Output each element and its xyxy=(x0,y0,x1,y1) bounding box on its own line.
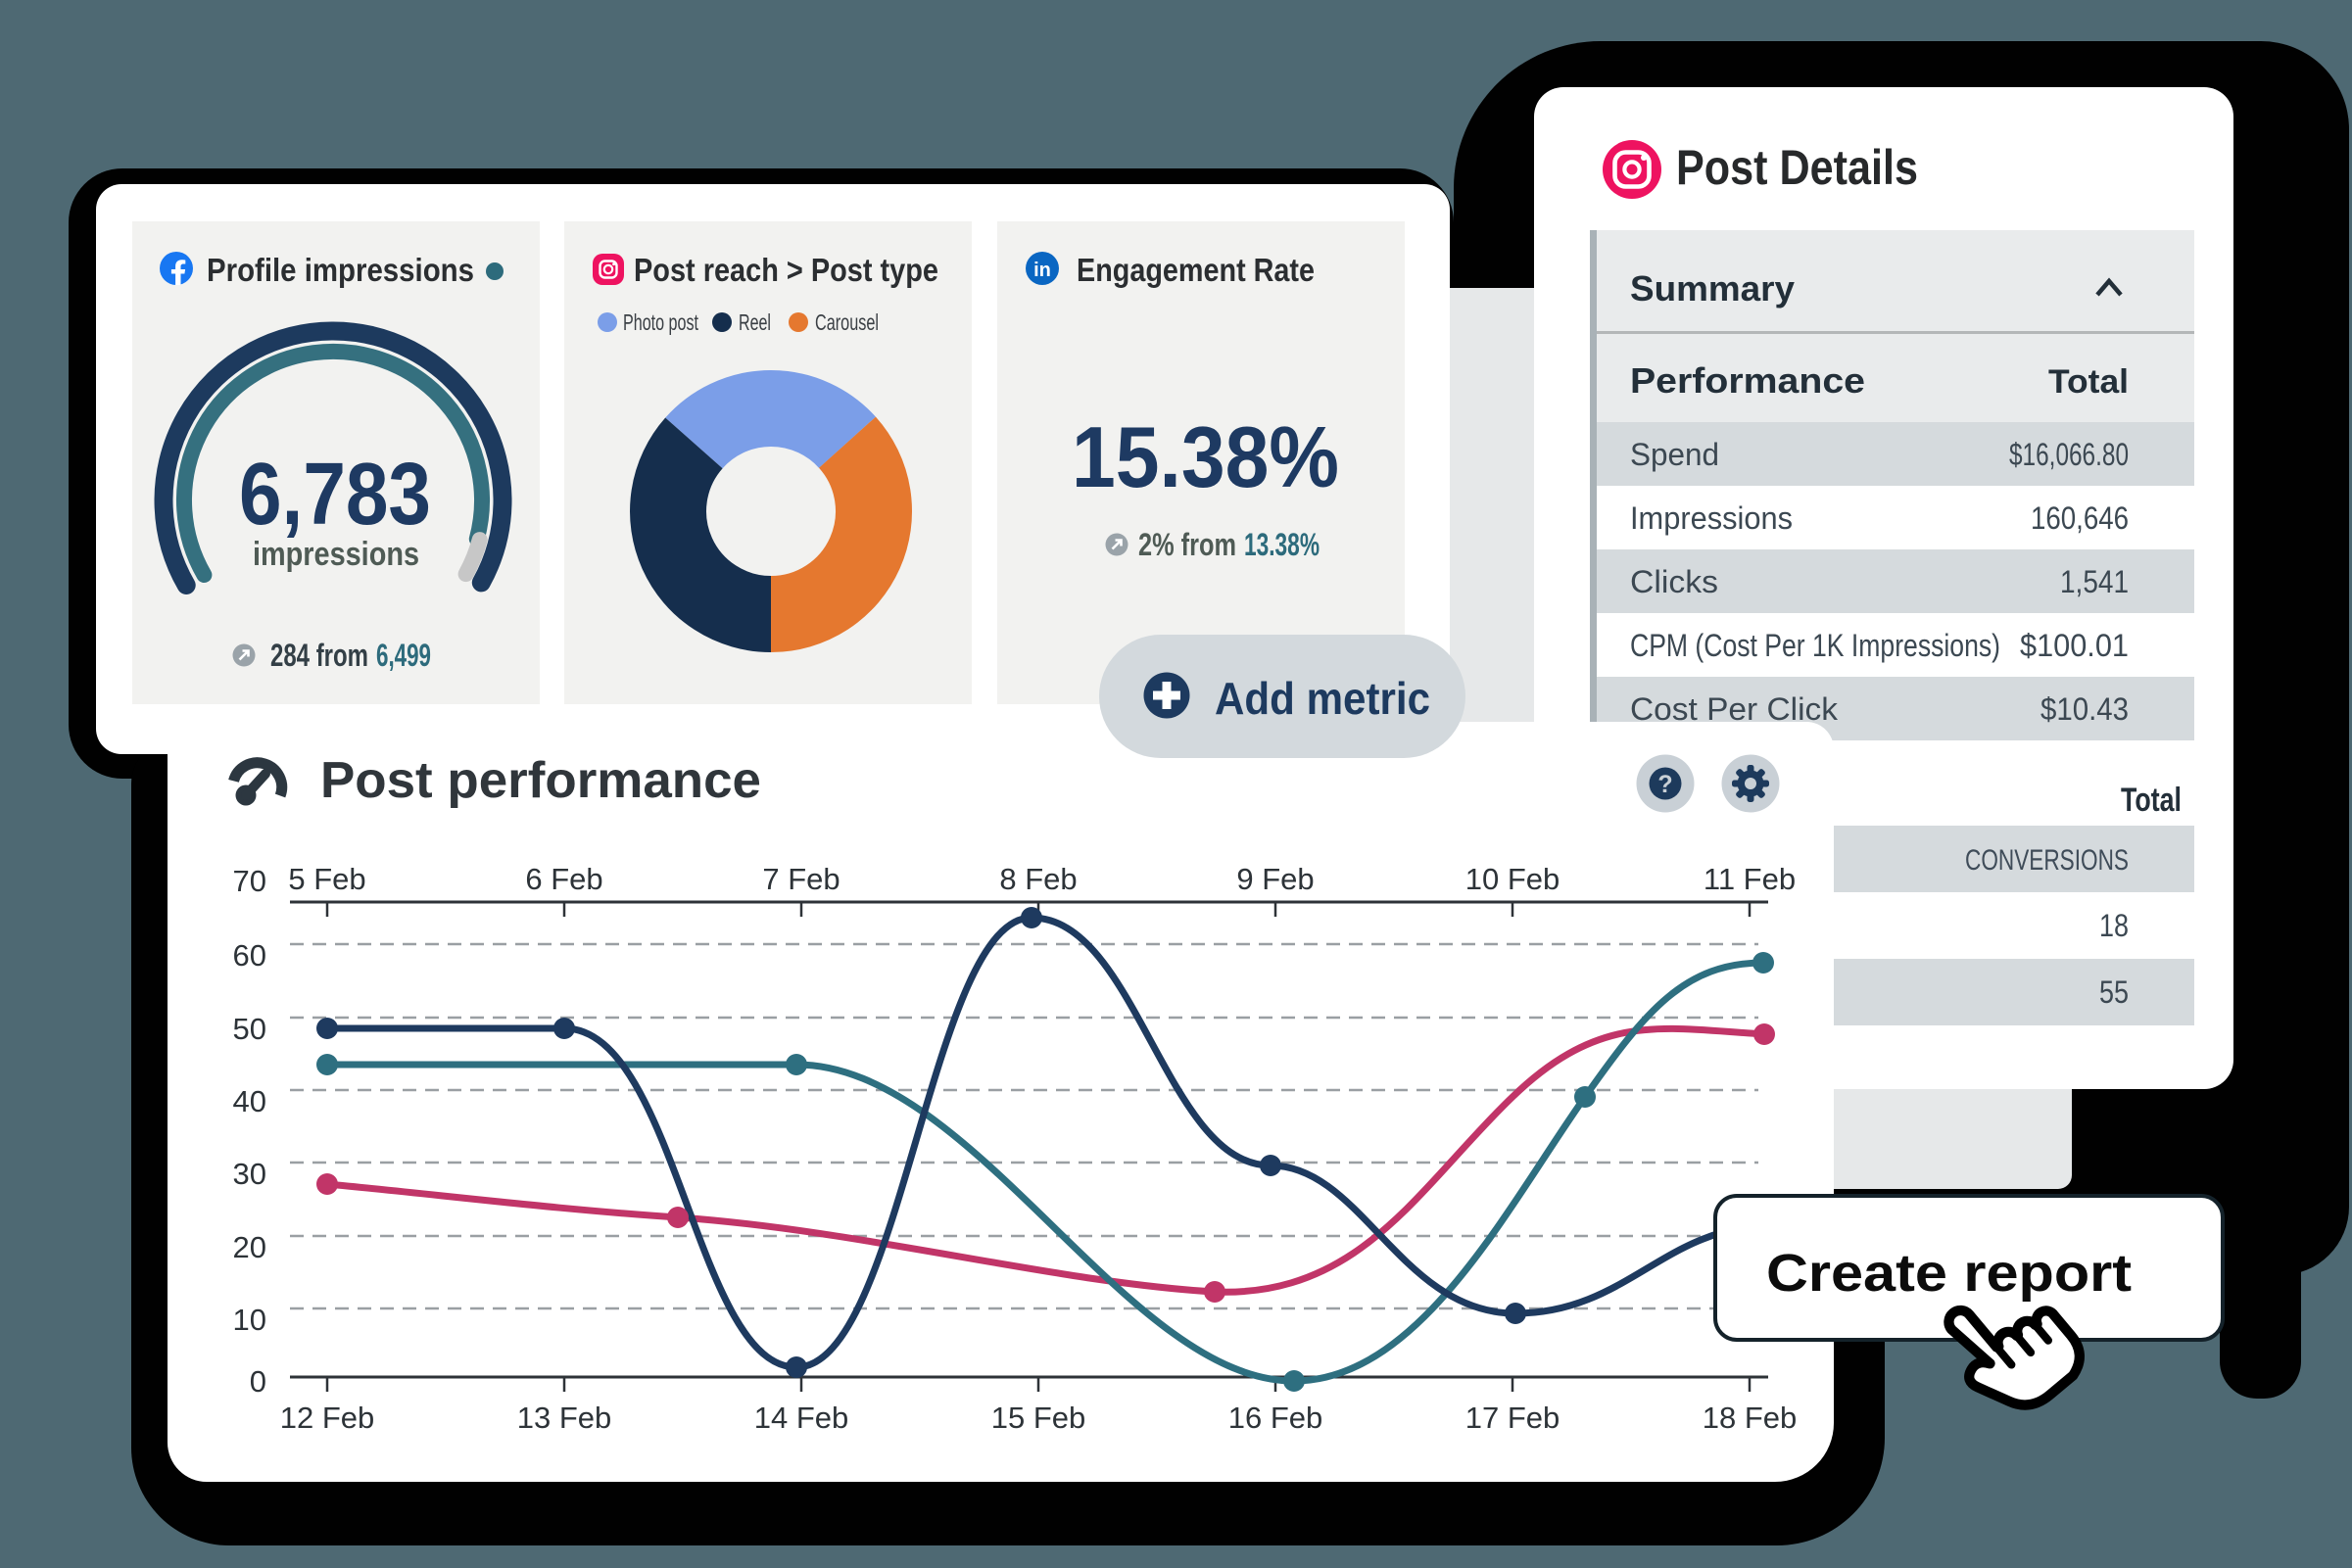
svg-text:6,783: 6,783 xyxy=(239,446,431,544)
svg-text:Create report: Create report xyxy=(1766,1244,2132,1303)
svg-text:284 from: 284 from xyxy=(270,638,368,673)
svg-text:7 Feb: 7 Feb xyxy=(762,862,840,896)
svg-text:15 Feb: 15 Feb xyxy=(991,1401,1086,1435)
svg-text:Reel: Reel xyxy=(739,309,771,335)
svg-text:13 Feb: 13 Feb xyxy=(517,1401,612,1435)
svg-text:30: 30 xyxy=(233,1157,266,1191)
svg-text:14 Feb: 14 Feb xyxy=(754,1401,849,1435)
svg-text:Total: Total xyxy=(2048,363,2129,401)
svg-text:1,541: 1,541 xyxy=(2060,564,2129,599)
svg-text:Total: Total xyxy=(2121,782,2182,819)
svg-text:13.38%: 13.38% xyxy=(1244,527,1320,562)
svg-text:55: 55 xyxy=(2099,974,2129,1010)
svg-text:0: 0 xyxy=(250,1364,266,1399)
svg-text:Add metric: Add metric xyxy=(1215,673,1430,724)
svg-text:Post reach > Post type: Post reach > Post type xyxy=(634,252,938,288)
svg-text:20: 20 xyxy=(233,1230,266,1264)
svg-text:2% from: 2% from xyxy=(1138,527,1236,562)
svg-text:11 Feb: 11 Feb xyxy=(1704,862,1796,896)
svg-text:$16,066.80: $16,066.80 xyxy=(2009,437,2129,472)
svg-text:6,499: 6,499 xyxy=(376,638,431,673)
svg-text:12 Feb: 12 Feb xyxy=(280,1401,375,1435)
svg-text:Spend: Spend xyxy=(1630,437,1719,472)
svg-text:40: 40 xyxy=(233,1084,266,1118)
svg-text:CPM (Cost Per 1K Impressions): CPM (Cost Per 1K Impressions) xyxy=(1630,628,2000,663)
svg-text:18 Feb: 18 Feb xyxy=(1703,1401,1798,1435)
svg-text:70: 70 xyxy=(233,864,266,898)
svg-text:18: 18 xyxy=(2099,908,2129,943)
svg-text:10: 10 xyxy=(233,1303,266,1337)
svg-text:CONVERSIONS: CONVERSIONS xyxy=(1965,844,2129,877)
svg-text:17 Feb: 17 Feb xyxy=(1465,1401,1560,1435)
svg-text:10 Feb: 10 Feb xyxy=(1465,862,1560,896)
svg-text:Impressions: Impressions xyxy=(1630,500,1793,536)
svg-text:in: in xyxy=(1033,260,1051,281)
svg-text:8 Feb: 8 Feb xyxy=(999,862,1077,896)
svg-text:Photo post: Photo post xyxy=(623,309,698,335)
svg-text:$10.43: $10.43 xyxy=(2040,691,2129,727)
svg-text:6 Feb: 6 Feb xyxy=(525,862,602,896)
svg-text:9 Feb: 9 Feb xyxy=(1236,862,1314,896)
svg-text:?: ? xyxy=(1657,771,1672,798)
svg-text:impressions: impressions xyxy=(253,536,419,573)
svg-text:Carousel: Carousel xyxy=(815,309,879,335)
svg-text:Engagement Rate: Engagement Rate xyxy=(1077,252,1315,288)
svg-text:Summary: Summary xyxy=(1630,268,1795,309)
svg-text:15.38%: 15.38% xyxy=(1072,408,1339,505)
svg-text:Post performance: Post performance xyxy=(320,752,761,809)
svg-text:Profile impressions: Profile impressions xyxy=(207,252,474,288)
svg-text:Clicks: Clicks xyxy=(1630,564,1718,599)
svg-text:5 Feb: 5 Feb xyxy=(288,862,365,896)
svg-text:Performance: Performance xyxy=(1630,360,1865,401)
svg-text:Post Details: Post Details xyxy=(1676,140,1918,195)
svg-text:$100.01: $100.01 xyxy=(2020,628,2129,663)
svg-text:16 Feb: 16 Feb xyxy=(1228,1401,1323,1435)
svg-text:Cost Per Click: Cost Per Click xyxy=(1630,691,1839,727)
svg-text:50: 50 xyxy=(233,1012,266,1046)
svg-text:160,646: 160,646 xyxy=(2031,500,2129,536)
svg-text:60: 60 xyxy=(233,938,266,973)
